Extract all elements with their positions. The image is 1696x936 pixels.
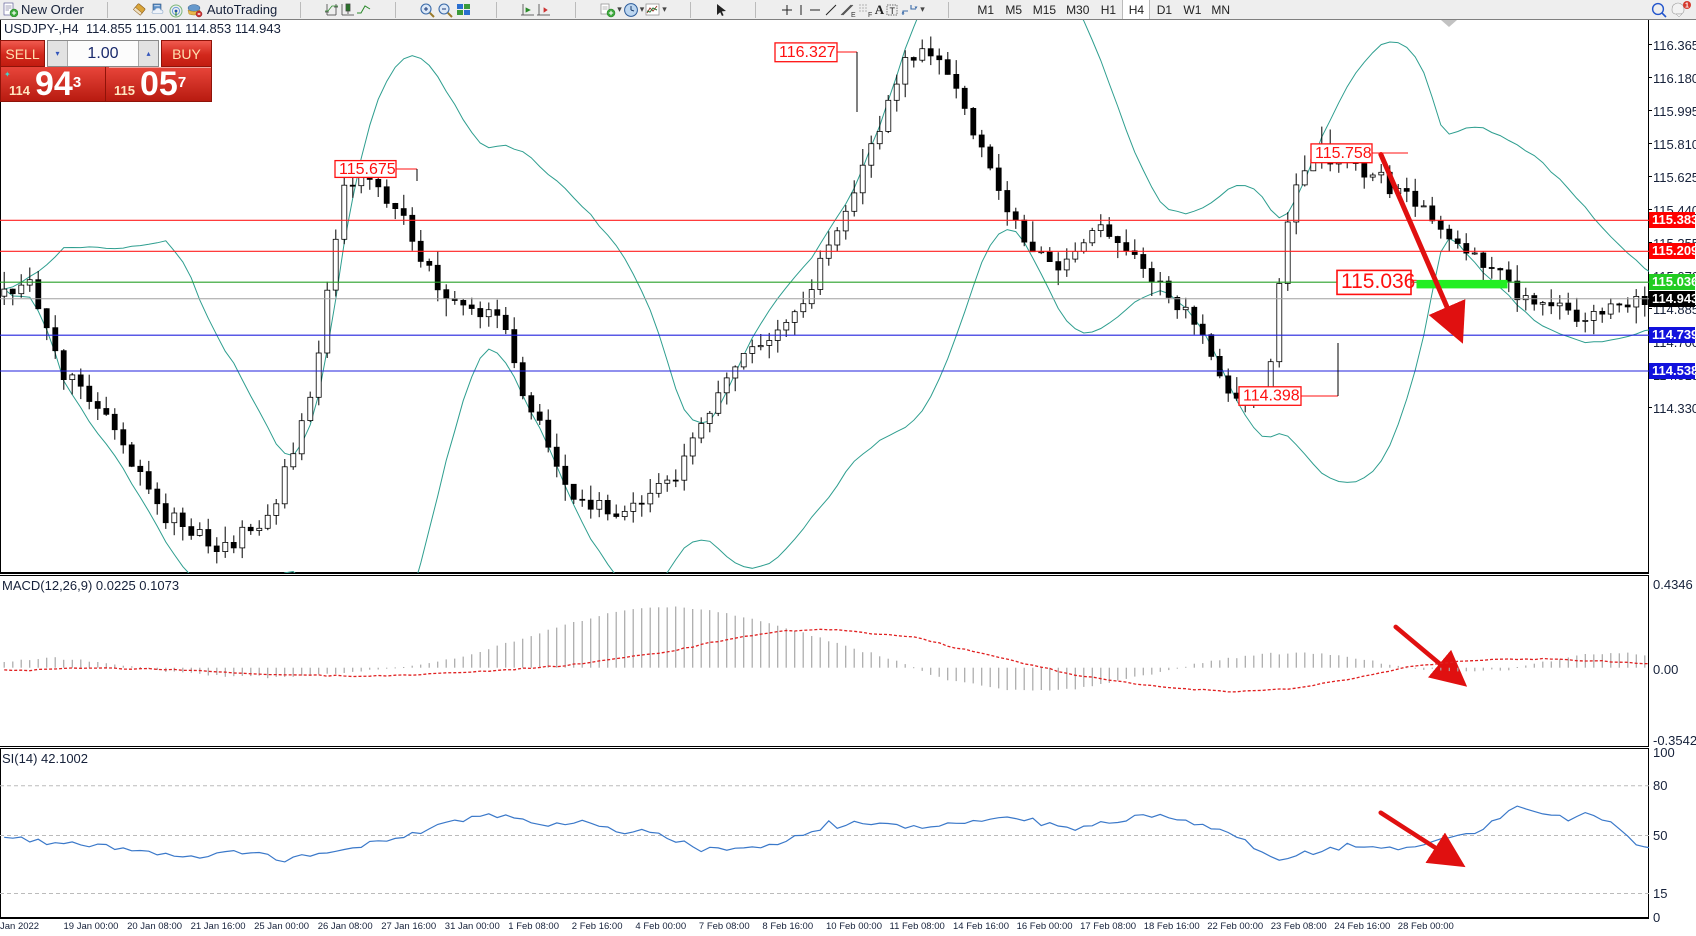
svg-text:F: F — [868, 12, 872, 18]
svg-text:114.398: 114.398 — [1243, 388, 1300, 405]
svg-text:116.327: 116.327 — [779, 44, 836, 61]
svg-text:115.036: 115.036 — [1341, 270, 1415, 293]
svg-text:E: E — [851, 12, 856, 18]
svg-text:1: 1 — [1685, 2, 1689, 9]
svg-text:115.675: 115.675 — [339, 161, 396, 178]
svg-text:T: T — [890, 6, 896, 16]
svg-text:115.758: 115.758 — [1315, 145, 1372, 162]
